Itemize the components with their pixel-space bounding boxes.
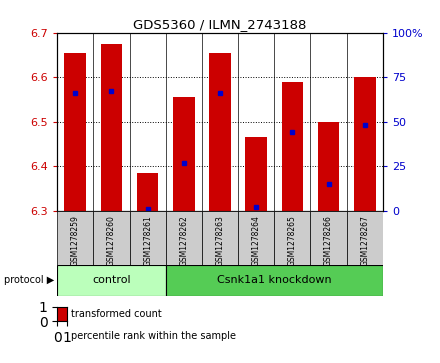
Bar <box>173 97 194 211</box>
Bar <box>101 44 122 211</box>
Text: Csnk1a1 knockdown: Csnk1a1 knockdown <box>217 276 332 285</box>
Bar <box>282 82 303 211</box>
Bar <box>274 211 311 265</box>
Text: GSM1278267: GSM1278267 <box>360 215 369 266</box>
Text: protocol ▶: protocol ▶ <box>4 276 55 285</box>
Bar <box>347 211 383 265</box>
Text: control: control <box>92 276 131 285</box>
Bar <box>93 211 129 265</box>
Text: GSM1278263: GSM1278263 <box>216 215 224 266</box>
Title: GDS5360 / ILMN_2743188: GDS5360 / ILMN_2743188 <box>133 19 307 32</box>
Bar <box>209 53 231 211</box>
Bar <box>57 265 166 296</box>
Bar <box>202 211 238 265</box>
Text: GSM1278266: GSM1278266 <box>324 215 333 266</box>
Bar <box>166 211 202 265</box>
Bar <box>57 211 93 265</box>
Text: GSM1278260: GSM1278260 <box>107 215 116 266</box>
Bar <box>311 211 347 265</box>
Bar <box>318 122 339 211</box>
Bar <box>64 53 86 211</box>
Text: GSM1278261: GSM1278261 <box>143 215 152 266</box>
Text: GSM1278265: GSM1278265 <box>288 215 297 266</box>
Bar <box>166 265 383 296</box>
Text: transformed count: transformed count <box>71 309 162 319</box>
Text: GSM1278262: GSM1278262 <box>180 215 188 266</box>
Bar <box>246 137 267 211</box>
Bar <box>137 173 158 211</box>
Bar <box>129 211 166 265</box>
Text: GSM1278264: GSM1278264 <box>252 215 260 266</box>
Text: percentile rank within the sample: percentile rank within the sample <box>71 331 236 341</box>
Text: GSM1278259: GSM1278259 <box>71 215 80 266</box>
Bar <box>354 77 376 211</box>
Bar <box>238 211 274 265</box>
